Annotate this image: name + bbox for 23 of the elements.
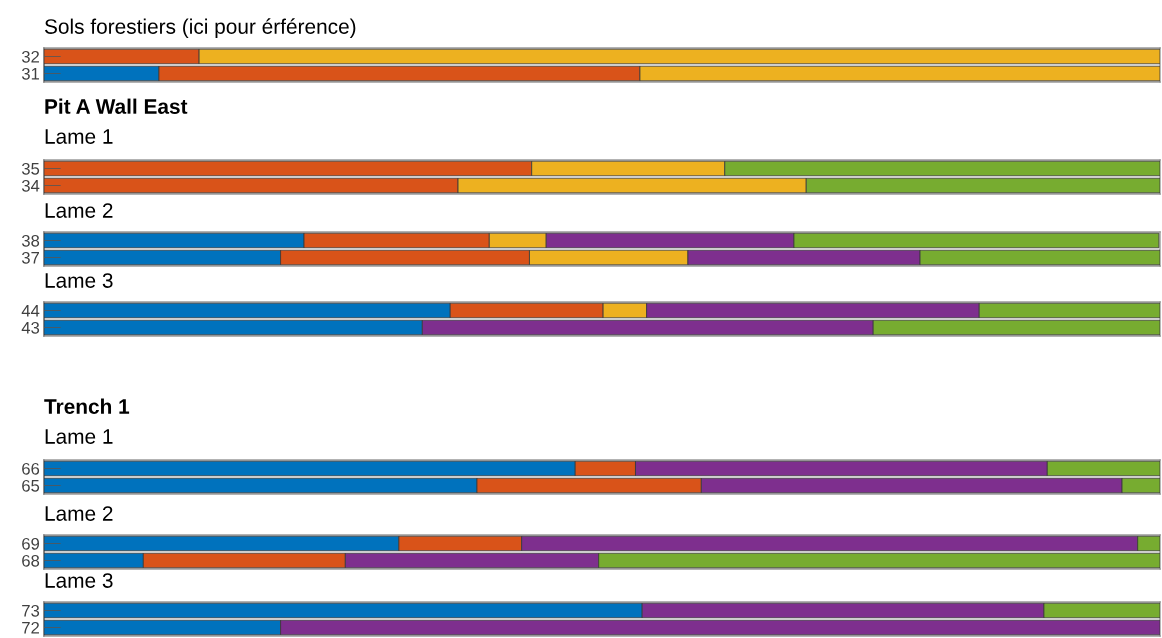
- y-tick-label: 65: [22, 479, 40, 492]
- chart-subtitle: Lame 1: [45, 129, 113, 144]
- y-tick-label: 34: [21, 179, 40, 192]
- y-tick-label: 69: [22, 537, 40, 550]
- y-tick-label: 37: [21, 251, 39, 264]
- chart-title: Lame 3: [45, 273, 113, 288]
- chart-title: Trench 1: [44, 398, 130, 414]
- chart-subtitle: Lame 1: [45, 429, 113, 444]
- y-tick-label: 66: [22, 462, 40, 475]
- y-tick-label: 43: [21, 321, 40, 334]
- y-tick-label: 38: [21, 234, 40, 247]
- y-tick-label: 44: [21, 305, 40, 317]
- chart-title: Lame 2: [45, 506, 113, 521]
- y-tick-label: 68: [22, 554, 40, 567]
- y-tick-label: 73: [22, 604, 40, 617]
- y-tick-label: 31: [21, 67, 40, 80]
- y-tick-label: 32: [21, 50, 39, 63]
- y-tick-label: 72: [22, 621, 39, 634]
- y-tick-label: 35: [21, 162, 40, 175]
- chart-title: Pit A Wall East: [45, 98, 188, 114]
- chart-title: Sols forestiers (ici pour érférence): [44, 18, 356, 38]
- chart-title: Lame 2: [45, 203, 113, 218]
- chart-title: Lame 3: [45, 573, 113, 588]
